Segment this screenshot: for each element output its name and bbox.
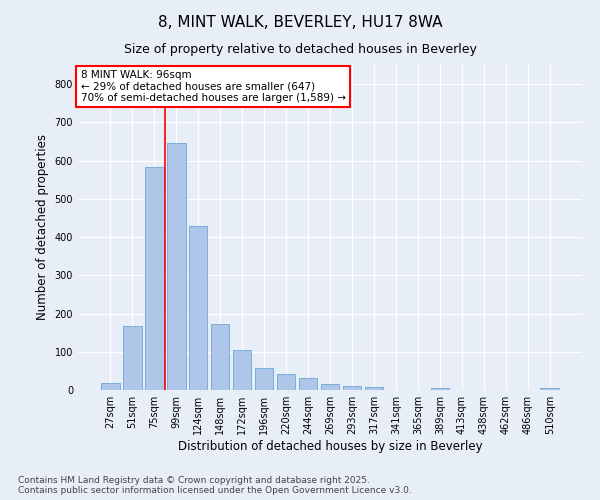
Text: Contains HM Land Registry data © Crown copyright and database right 2025.
Contai: Contains HM Land Registry data © Crown c… bbox=[18, 476, 412, 495]
Bar bbox=[211, 324, 229, 390]
Bar bbox=[189, 226, 208, 390]
Bar bbox=[167, 144, 185, 390]
X-axis label: Distribution of detached houses by size in Beverley: Distribution of detached houses by size … bbox=[178, 440, 482, 453]
Bar bbox=[431, 388, 449, 390]
Bar bbox=[255, 368, 274, 390]
Text: 8 MINT WALK: 96sqm
← 29% of detached houses are smaller (647)
70% of semi-detach: 8 MINT WALK: 96sqm ← 29% of detached hou… bbox=[80, 70, 346, 103]
Bar bbox=[343, 386, 361, 390]
Bar bbox=[233, 350, 251, 390]
Bar bbox=[277, 374, 295, 390]
Bar bbox=[299, 378, 317, 390]
Y-axis label: Number of detached properties: Number of detached properties bbox=[36, 134, 49, 320]
Bar bbox=[123, 326, 142, 390]
Bar bbox=[541, 388, 559, 390]
Bar bbox=[320, 384, 340, 390]
Text: Size of property relative to detached houses in Beverley: Size of property relative to detached ho… bbox=[124, 42, 476, 56]
Bar bbox=[365, 387, 383, 390]
Bar bbox=[145, 167, 164, 390]
Text: 8, MINT WALK, BEVERLEY, HU17 8WA: 8, MINT WALK, BEVERLEY, HU17 8WA bbox=[158, 15, 442, 30]
Bar bbox=[101, 383, 119, 390]
